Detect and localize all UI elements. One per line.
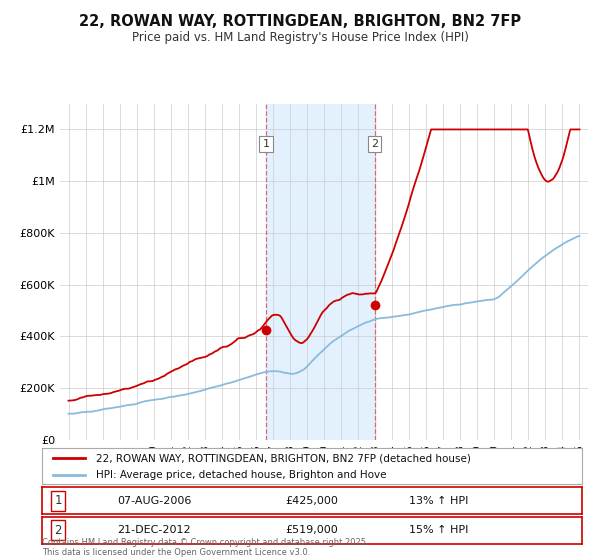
Bar xyxy=(266,104,375,440)
Text: £519,000: £519,000 xyxy=(285,525,338,535)
Text: HPI: Average price, detached house, Brighton and Hove: HPI: Average price, detached house, Brig… xyxy=(96,470,386,480)
Text: 1: 1 xyxy=(55,494,62,507)
Text: 2: 2 xyxy=(55,524,62,537)
Text: 2: 2 xyxy=(371,139,378,149)
Text: 21-DEC-2012: 21-DEC-2012 xyxy=(118,525,191,535)
Text: 22, ROWAN WAY, ROTTINGDEAN, BRIGHTON, BN2 7FP: 22, ROWAN WAY, ROTTINGDEAN, BRIGHTON, BN… xyxy=(79,14,521,29)
Text: 15% ↑ HPI: 15% ↑ HPI xyxy=(409,525,469,535)
Text: 22, ROWAN WAY, ROTTINGDEAN, BRIGHTON, BN2 7FP (detached house): 22, ROWAN WAY, ROTTINGDEAN, BRIGHTON, BN… xyxy=(96,453,471,463)
Text: Contains HM Land Registry data © Crown copyright and database right 2025.
This d: Contains HM Land Registry data © Crown c… xyxy=(42,538,368,557)
Text: 13% ↑ HPI: 13% ↑ HPI xyxy=(409,496,469,506)
Text: £425,000: £425,000 xyxy=(285,496,338,506)
Text: 1: 1 xyxy=(263,139,269,149)
Text: Price paid vs. HM Land Registry's House Price Index (HPI): Price paid vs. HM Land Registry's House … xyxy=(131,31,469,44)
Text: 07-AUG-2006: 07-AUG-2006 xyxy=(118,496,192,506)
